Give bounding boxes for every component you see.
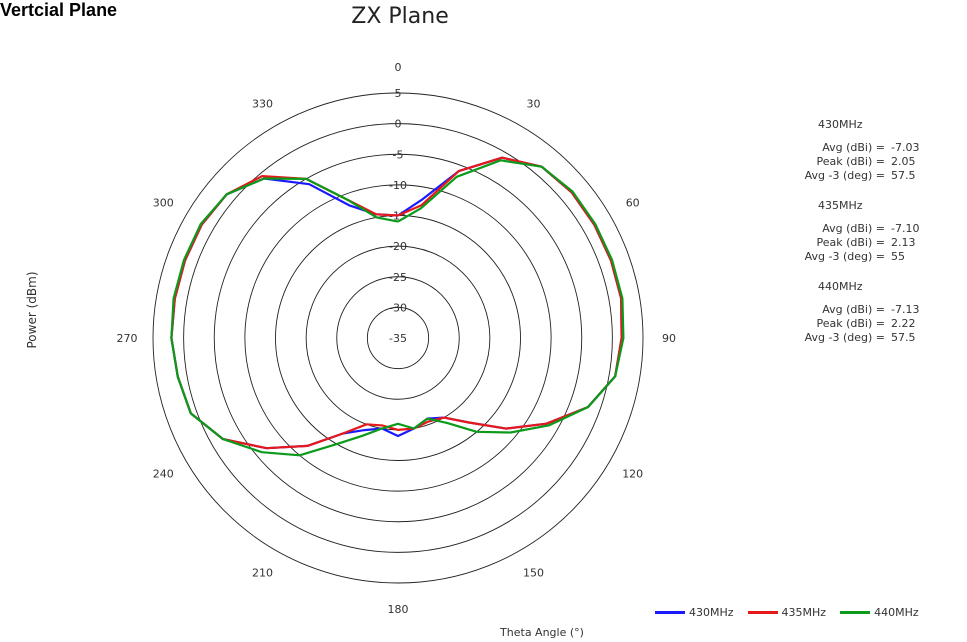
chart-title: ZX Plane [351, 4, 449, 29]
stat-freq-label: 435MHz [818, 199, 863, 212]
legend: 430MHz 435MHz 440MHz [655, 606, 933, 619]
radial-tick-label: -25 [389, 271, 407, 284]
radial-axis-label: Power (dBm) [25, 272, 39, 349]
stat-row-avg3: Avg -3 (deg) = 57.5 [760, 331, 960, 345]
stat-label: Avg -3 (deg) = [804, 169, 885, 182]
grid-ring [213, 153, 583, 523]
angle-tick-label: 270 [117, 332, 138, 345]
angle-tick-label: 150 [523, 567, 544, 580]
section-title: Vertcial Plane [0, 0, 118, 20]
angle-tick-label: 120 [622, 468, 643, 481]
radial-tick-label: -20 [389, 240, 407, 253]
series-line [170, 159, 625, 457]
legend-label: 430MHz [689, 606, 734, 619]
angle-tick-label: 0 [395, 61, 402, 74]
legend-swatch [747, 611, 778, 614]
stat-row-avg3: Avg -3 (deg) = 55 [760, 250, 960, 264]
angle-tick-label: 60 [626, 197, 640, 210]
stat-value: -7.13 [891, 303, 920, 316]
stat-value: 2.13 [891, 236, 916, 249]
stat-label: Avg (dBi) = [822, 222, 885, 235]
stat-label: Avg (dBi) = [822, 141, 885, 154]
grid-ring [152, 92, 644, 584]
stat-row-peak: Peak (dBi) = 2.22 [760, 317, 960, 331]
legend-label: 435MHz [781, 606, 827, 619]
angle-tick-label: 30 [527, 97, 541, 110]
stat-value: 2.05 [891, 155, 916, 168]
legend-swatch [840, 611, 871, 614]
stat-row-avg: Avg (dBi) = -7.03 [760, 141, 960, 155]
stat-label: Avg -3 (deg) = [804, 331, 885, 344]
radial-tick-label: -5 [393, 148, 404, 161]
angular-axis-label: Theta Angle (°) [499, 626, 584, 639]
stat-value: 55 [891, 250, 905, 263]
angle-tick-label: 300 [153, 197, 174, 210]
stat-value: 57.5 [891, 169, 916, 182]
legend-item: 430MHz [655, 606, 734, 619]
angle-tick-label: 240 [153, 468, 174, 481]
angle-tick-label: 210 [252, 567, 273, 580]
angle-tick-label: 330 [252, 97, 273, 110]
radial-tick-label: 5 [395, 87, 402, 100]
radial-tick-label: -10 [389, 179, 407, 192]
radial-tick-label: -35 [389, 332, 407, 345]
radial-tick-label: -30 [389, 301, 407, 314]
stat-label: Peak (dBi) = [816, 155, 886, 168]
stat-row-avg3: Avg -3 (deg) = 57.5 [760, 169, 960, 183]
grid-ring [244, 184, 552, 492]
stat-freq-label: 440MHz [818, 280, 863, 293]
grid-ring [366, 306, 430, 370]
stat-row-peak: Peak (dBi) = 2.13 [760, 236, 960, 250]
stat-row-peak: Peak (dBi) = 2.05 [760, 155, 960, 169]
series-line [170, 156, 623, 450]
stat-block: 430MHz Avg (dBi) = -7.03 Peak (dBi) = 2.05… [760, 118, 960, 183]
angle-tick-label: 90 [662, 332, 676, 345]
stat-row-avg: Avg (dBi) = -7.10 [760, 222, 960, 236]
stat-label: Peak (dBi) = [816, 317, 886, 330]
stat-label: Avg (dBi) = [822, 303, 885, 316]
stat-value: 2.22 [891, 317, 916, 330]
stat-value: -7.03 [891, 141, 920, 154]
stat-freq-label: 430MHz [818, 118, 863, 131]
angle-tick-label: 180 [388, 603, 409, 616]
legend-item: 435MHz [747, 606, 827, 619]
legend-label: 440MHz [874, 606, 919, 619]
stat-value: 57.5 [891, 331, 916, 344]
grid-ring [336, 276, 460, 400]
stat-row-avg: Avg (dBi) = -7.13 [760, 303, 960, 317]
legend-item: 440MHz [840, 606, 919, 619]
radial-tick-label: 0 [395, 118, 402, 131]
stat-label: Avg -3 (deg) = [804, 250, 885, 263]
grid-ring [183, 123, 613, 553]
stat-label: Peak (dBi) = [816, 236, 886, 249]
stat-block: 440MHz Avg (dBi) = -7.13 Peak (dBi) = 2.22… [760, 280, 960, 345]
stats-panel: 430MHz Avg (dBi) = -7.03 Peak (dBi) = 2.05… [760, 118, 960, 361]
legend-swatch [655, 611, 685, 614]
stat-block: 435MHz Avg (dBi) = -7.10 Peak (dBi) = 2.13… [760, 199, 960, 264]
stat-value: -7.10 [891, 222, 920, 235]
